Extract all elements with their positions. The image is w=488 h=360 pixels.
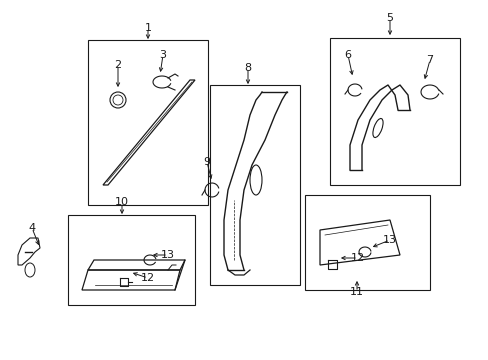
Text: 2: 2: [114, 60, 122, 70]
Text: 12: 12: [141, 273, 155, 283]
Text: 13: 13: [161, 250, 175, 260]
Text: 3: 3: [159, 50, 166, 60]
Text: 6: 6: [344, 50, 351, 60]
Text: 9: 9: [203, 157, 210, 167]
Text: 8: 8: [244, 63, 251, 73]
Text: 12: 12: [350, 253, 365, 263]
Text: 11: 11: [349, 287, 363, 297]
Text: 10: 10: [115, 197, 129, 207]
Bar: [329, 38, 459, 185]
Bar: [305, 195, 429, 290]
Bar: [88, 40, 207, 205]
Text: 4: 4: [28, 223, 36, 233]
Text: 7: 7: [426, 55, 433, 65]
Bar: [209, 85, 299, 285]
Bar: [68, 215, 195, 305]
Text: 5: 5: [386, 13, 393, 23]
Text: 1: 1: [144, 23, 151, 33]
Text: 13: 13: [382, 235, 396, 245]
